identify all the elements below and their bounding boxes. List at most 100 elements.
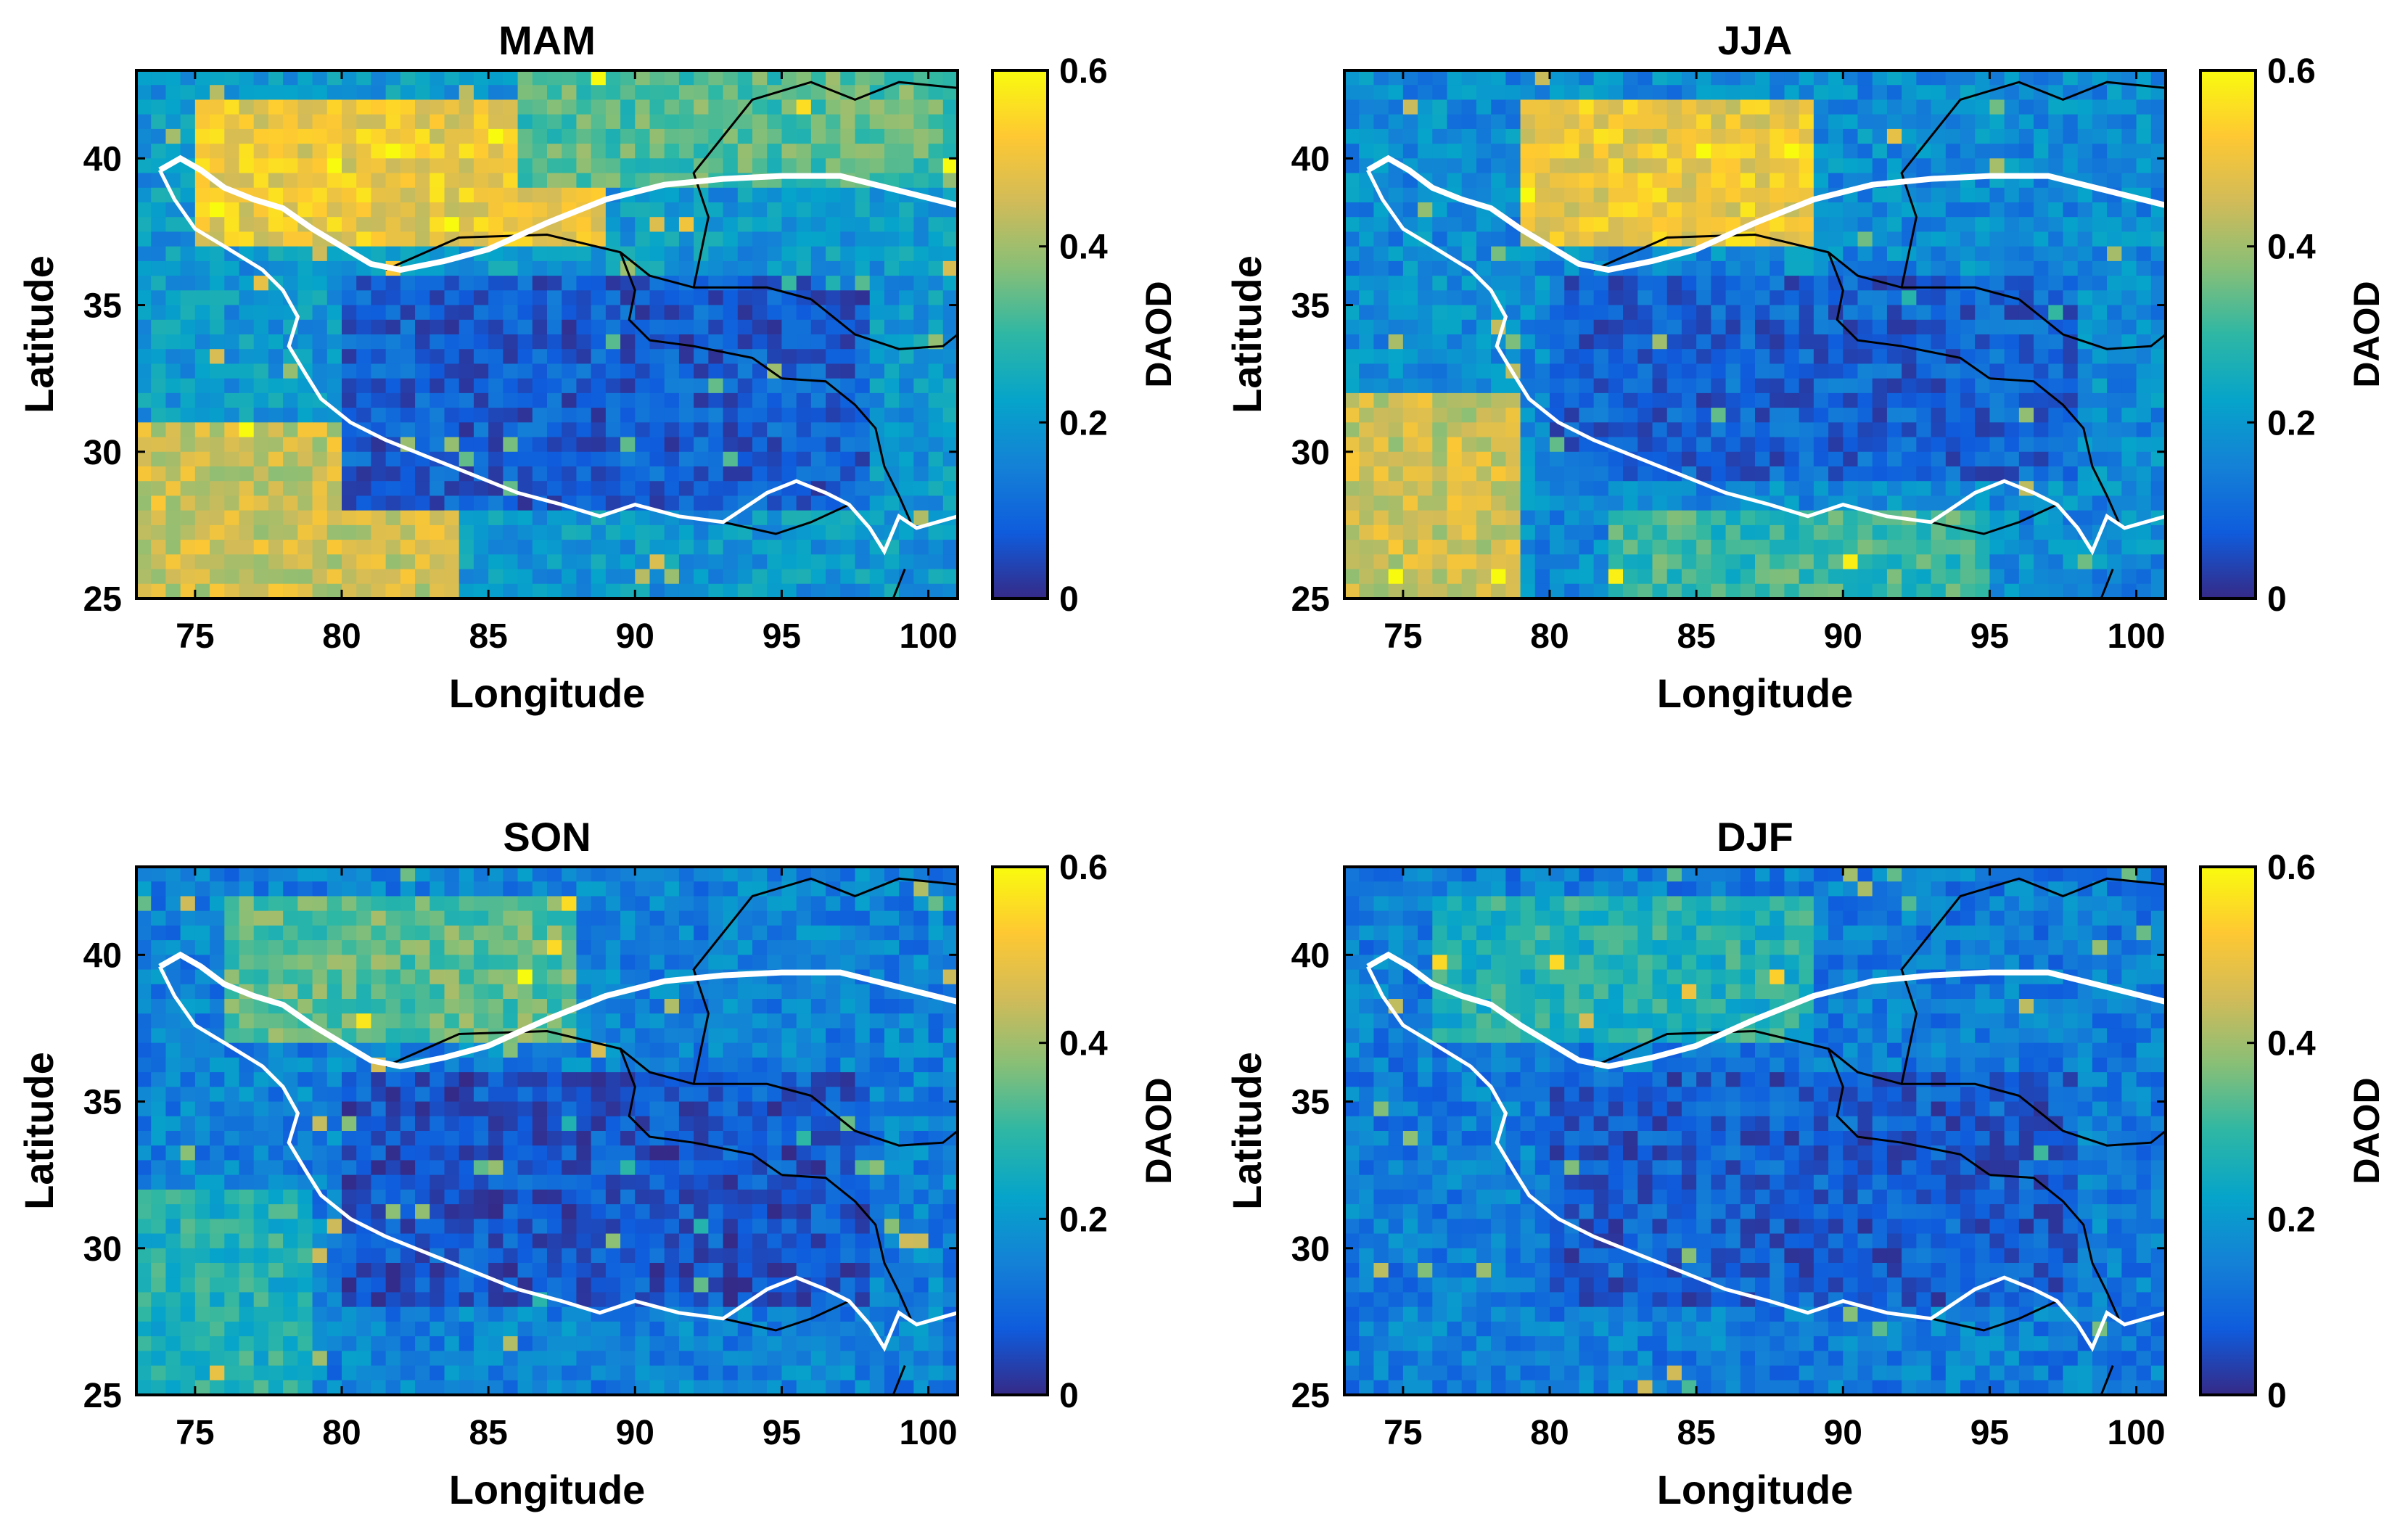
heatmap-cell bbox=[371, 583, 387, 599]
border-line bbox=[692, 81, 958, 288]
heatmap-cell bbox=[1813, 173, 1829, 189]
heatmap-cell bbox=[1725, 363, 1741, 379]
heatmap-cell bbox=[576, 334, 592, 350]
heatmap-cell bbox=[1696, 70, 1711, 86]
heatmap-cell bbox=[1784, 466, 1800, 482]
heatmap-cell bbox=[1476, 481, 1492, 497]
heatmap-cell bbox=[2063, 114, 2079, 130]
heatmap-cell bbox=[459, 85, 474, 101]
heatmap-cell bbox=[2018, 70, 2034, 86]
heatmap-cell bbox=[928, 408, 944, 423]
heatmap-cell bbox=[855, 319, 871, 335]
heatmap-cell bbox=[1344, 290, 1360, 306]
heatmap-cell bbox=[1857, 554, 1873, 570]
heatmap-cell bbox=[1402, 363, 1418, 379]
heatmap-cell bbox=[415, 70, 430, 86]
heatmap-cell bbox=[532, 437, 548, 453]
heatmap-cell bbox=[400, 451, 416, 467]
heatmap-cell bbox=[326, 422, 342, 438]
heatmap-cell bbox=[371, 128, 387, 144]
heatmap-cell bbox=[224, 158, 240, 174]
heatmap-cell bbox=[1491, 144, 1506, 159]
heatmap-cell bbox=[1402, 144, 1418, 159]
heatmap-cell bbox=[1637, 246, 1653, 262]
heatmap-cell bbox=[194, 128, 210, 144]
heatmap-cell bbox=[297, 969, 313, 985]
heatmap-cell bbox=[708, 1072, 724, 1087]
heatmap-cell bbox=[1447, 583, 1463, 599]
heatmap-cell bbox=[239, 969, 255, 985]
heatmap-cell bbox=[312, 940, 328, 955]
heatmap-cell bbox=[1843, 144, 1859, 159]
heatmap-cell bbox=[1476, 173, 1492, 189]
heatmap-cell bbox=[1828, 144, 1844, 159]
heatmap-cell bbox=[1740, 290, 1756, 306]
heatmap-cell bbox=[165, 260, 181, 276]
heatmap-cell bbox=[210, 290, 225, 306]
heatmap-cell bbox=[1652, 260, 1668, 276]
heatmap-cell bbox=[1931, 540, 1947, 555]
heatmap-cell bbox=[1755, 173, 1770, 189]
heatmap-cell bbox=[1550, 334, 1565, 350]
heatmap-cell bbox=[796, 955, 812, 971]
heatmap-cell bbox=[1931, 334, 1947, 350]
heatmap-cell bbox=[2136, 305, 2152, 321]
heatmap-cell bbox=[342, 569, 357, 585]
heatmap-cell bbox=[1989, 202, 2005, 218]
heatmap-cell bbox=[1550, 583, 1565, 599]
heatmap-cell bbox=[1681, 158, 1697, 174]
heatmap-cell bbox=[165, 246, 181, 262]
heatmap-cell bbox=[415, 99, 430, 115]
heatmap-cell bbox=[1505, 495, 1521, 511]
heatmap-cell bbox=[737, 144, 753, 159]
heatmap-cell bbox=[2136, 217, 2152, 233]
heatmap-cell bbox=[562, 881, 578, 897]
heatmap-cell bbox=[562, 290, 578, 306]
heatmap-cell bbox=[2077, 231, 2093, 247]
heatmap-cell bbox=[326, 554, 342, 570]
heatmap-cell bbox=[1491, 554, 1506, 570]
heatmap-cell bbox=[1770, 85, 1785, 101]
heatmap-cell bbox=[326, 940, 342, 955]
heatmap-cell bbox=[1975, 260, 1991, 276]
heatmap-cell bbox=[1945, 540, 1961, 555]
heatmap-cell bbox=[356, 349, 372, 365]
heatmap-cell bbox=[532, 349, 548, 365]
heatmap-cell bbox=[723, 231, 739, 247]
heatmap-cell bbox=[297, 867, 313, 882]
heatmap-cell bbox=[283, 217, 298, 233]
heatmap-cell bbox=[1681, 378, 1697, 394]
heatmap-cell bbox=[2092, 70, 2108, 86]
heatmap-cell bbox=[678, 85, 694, 101]
heatmap-cell bbox=[253, 408, 269, 423]
heatmap-cell bbox=[253, 114, 269, 130]
heatmap-cell bbox=[1461, 290, 1477, 306]
heatmap-cell bbox=[224, 408, 240, 423]
heatmap-cell bbox=[1784, 392, 1800, 408]
heatmap-cell bbox=[767, 569, 783, 585]
heatmap-cell bbox=[1872, 540, 1888, 555]
heatmap-cell bbox=[1770, 583, 1785, 599]
heatmap-cell bbox=[2048, 554, 2064, 570]
heatmap-cell bbox=[2092, 99, 2108, 115]
heatmap-cell bbox=[356, 466, 372, 482]
heatmap-cell bbox=[1799, 569, 1814, 585]
heatmap-cell bbox=[136, 437, 152, 453]
heatmap-cell bbox=[694, 451, 709, 467]
heatmap-cell bbox=[342, 910, 357, 926]
heatmap-cell bbox=[415, 128, 430, 144]
heatmap-cell bbox=[1608, 451, 1624, 467]
heatmap-cell bbox=[1520, 99, 1536, 115]
heatmap-cell bbox=[1740, 128, 1756, 144]
heatmap-cell bbox=[620, 231, 636, 247]
heatmap-cell bbox=[664, 466, 680, 482]
heatmap-cell bbox=[1989, 583, 2005, 599]
heatmap-cell bbox=[840, 246, 856, 262]
heatmap-cell bbox=[2063, 187, 2079, 203]
heatmap-cell bbox=[723, 1042, 739, 1058]
heatmap-cell bbox=[1520, 466, 1536, 482]
heatmap-cell bbox=[415, 408, 430, 423]
heatmap-cell bbox=[547, 1072, 562, 1087]
heatmap-cell bbox=[840, 144, 856, 159]
heatmap-cell bbox=[444, 510, 460, 526]
